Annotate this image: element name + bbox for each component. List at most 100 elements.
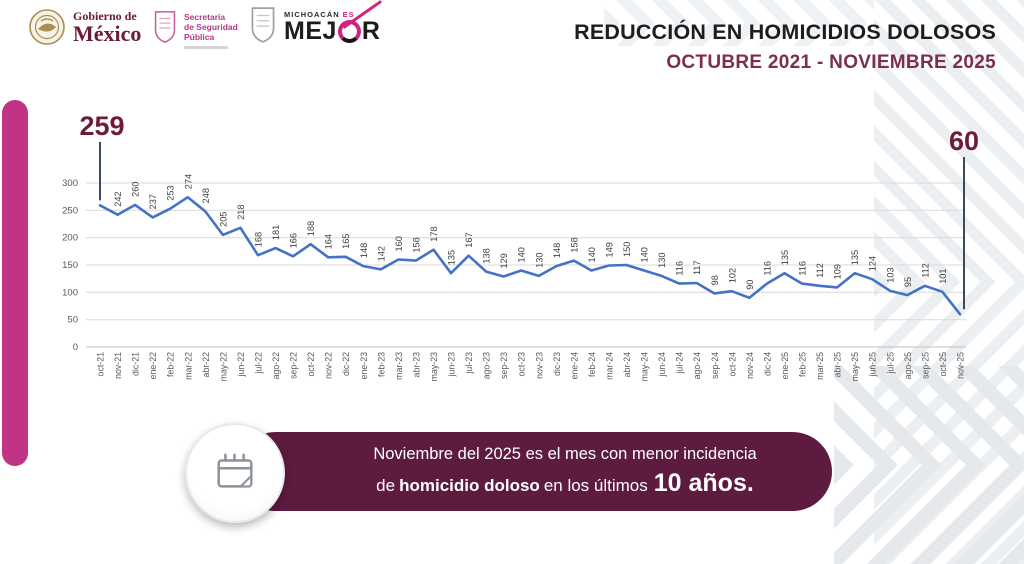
svg-text:205: 205 [218, 212, 228, 227]
svg-text:ene-23: ene-23 [359, 352, 369, 379]
svg-text:ago-22: ago-22 [271, 352, 281, 379]
secretaria-small-caption [184, 46, 228, 50]
svg-text:112: 112 [815, 263, 825, 278]
svg-text:90: 90 [745, 280, 755, 290]
mexico-label: México [73, 20, 142, 46]
svg-text:101: 101 [938, 268, 948, 283]
svg-text:138: 138 [482, 248, 492, 263]
svg-text:mar-24: mar-24 [605, 352, 615, 380]
svg-text:oct-24: oct-24 [727, 352, 737, 377]
chevron-stripes [604, 23, 874, 46]
svg-text:124: 124 [868, 256, 878, 271]
secretaria-seguridad-logo: Secretaría de Seguridad Pública [152, 10, 238, 50]
svg-text:0: 0 [73, 342, 78, 353]
calendar-badge [185, 423, 285, 523]
svg-text:116: 116 [762, 261, 772, 276]
svg-text:164: 164 [324, 234, 334, 249]
svg-text:nov-24: nov-24 [745, 352, 755, 379]
svg-text:sep-24: sep-24 [710, 352, 720, 379]
svg-text:abr-23: abr-23 [411, 352, 421, 378]
svg-text:ene-24: ene-24 [569, 352, 579, 379]
svg-text:167: 167 [464, 232, 474, 247]
svg-text:jun-25: jun-25 [868, 352, 878, 378]
chevron-stripes [874, 0, 1024, 282]
svg-text:260: 260 [131, 182, 141, 197]
calendar-icon [217, 453, 253, 488]
svg-text:oct-23: oct-23 [517, 352, 527, 377]
svg-text:dic-21: dic-21 [131, 352, 141, 376]
banner-line2-big: 10 años. [653, 469, 754, 497]
svg-text:dic-24: dic-24 [762, 352, 772, 376]
svg-text:103: 103 [885, 267, 895, 282]
svg-text:ene-22: ene-22 [148, 352, 158, 379]
svg-text:mar-22: mar-22 [183, 352, 193, 380]
svg-text:112: 112 [920, 263, 930, 278]
highlight-banner: Noviembre del 2025 es el mes con menor i… [236, 432, 832, 511]
svg-text:50: 50 [67, 315, 78, 326]
banner-line2-prefix: de [376, 476, 396, 495]
svg-text:60: 60 [949, 126, 979, 156]
svg-text:109: 109 [833, 264, 843, 279]
svg-text:248: 248 [201, 188, 211, 203]
svg-text:dic-23: dic-23 [552, 352, 562, 376]
svg-text:jul-25: jul-25 [885, 352, 895, 375]
svg-text:148: 148 [359, 243, 369, 258]
svg-text:178: 178 [429, 226, 439, 241]
mejor-wordmark: MEJ R [284, 19, 380, 44]
svg-text:98: 98 [710, 275, 720, 285]
michoacan-wordmark: MICHOACÁN ES MEJ R [284, 6, 380, 44]
gobierno-de-label: Gobierno de [73, 8, 137, 23]
svg-text:feb-24: feb-24 [587, 352, 597, 377]
svg-text:95: 95 [903, 277, 913, 287]
header: Gobierno de México Secretaría de Segurid… [0, 0, 1024, 92]
svg-text:168: 168 [254, 232, 264, 247]
svg-text:300: 300 [62, 178, 78, 189]
svg-text:oct-22: oct-22 [306, 352, 316, 377]
svg-text:188: 188 [306, 221, 316, 236]
svg-text:259: 259 [79, 111, 124, 141]
svg-text:200: 200 [62, 233, 78, 244]
es-word: ES [342, 10, 355, 19]
mexico-eagle-emblem [29, 9, 65, 45]
banner-zone: Noviembre del 2025 es el mes con menor i… [0, 420, 1024, 530]
chevron-stripes [604, 0, 874, 23]
svg-text:158: 158 [411, 237, 421, 252]
svg-text:ago-23: ago-23 [482, 352, 492, 379]
svg-text:jul-24: jul-24 [675, 352, 685, 375]
svg-text:ago-25: ago-25 [903, 352, 913, 379]
svg-text:dic-22: dic-22 [341, 352, 351, 376]
svg-text:116: 116 [675, 261, 685, 276]
michoacan-shield-icon [251, 7, 275, 43]
svg-text:130: 130 [657, 253, 667, 268]
svg-text:nov-22: nov-22 [324, 352, 334, 379]
mejor-prefix: MEJ [284, 17, 337, 45]
svg-text:jul-22: jul-22 [254, 352, 264, 375]
svg-text:jun-23: jun-23 [447, 352, 457, 378]
svg-text:129: 129 [499, 253, 509, 268]
svg-text:140: 140 [587, 247, 597, 262]
chevron-pattern-top [604, 0, 874, 46]
svg-text:abr-24: abr-24 [622, 352, 632, 378]
svg-text:abr-25: abr-25 [833, 352, 843, 378]
svg-text:135: 135 [850, 250, 860, 265]
svg-text:sep-25: sep-25 [920, 352, 930, 379]
secretaria-line3: Pública [184, 31, 215, 42]
svg-text:140: 140 [517, 247, 527, 262]
svg-text:sep-22: sep-22 [289, 352, 299, 379]
svg-text:jun-24: jun-24 [657, 352, 667, 378]
svg-text:feb-23: feb-23 [376, 352, 386, 377]
svg-text:mar-25: mar-25 [815, 352, 825, 380]
svg-text:may-25: may-25 [850, 352, 860, 381]
svg-text:218: 218 [236, 204, 246, 219]
svg-text:253: 253 [166, 185, 176, 200]
svg-text:237: 237 [148, 194, 158, 209]
svg-text:nov-21: nov-21 [113, 352, 123, 379]
svg-text:ago-24: ago-24 [692, 352, 702, 379]
gobierno-mexico-wordmark: Gobierno de México [73, 10, 141, 45]
chevron-stripes [834, 465, 1024, 564]
svg-text:142: 142 [376, 246, 386, 261]
svg-text:160: 160 [394, 236, 404, 251]
banner-line2-bold: homicidio doloso [399, 476, 540, 495]
left-accent-bar [2, 100, 28, 466]
